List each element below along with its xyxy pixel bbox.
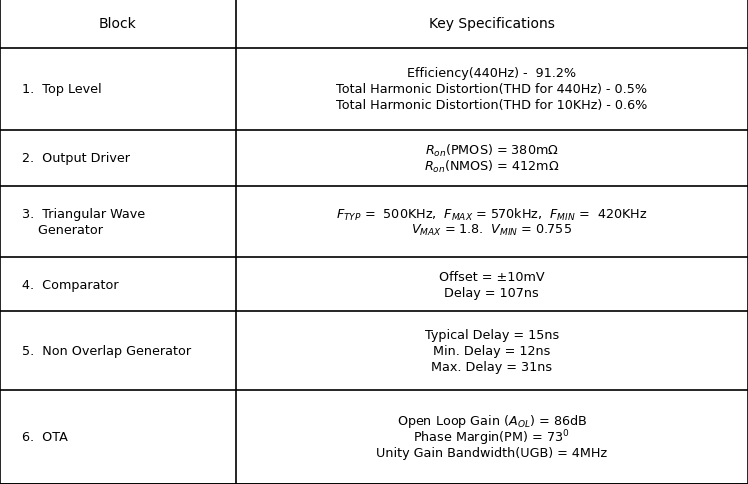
Text: 6.  OTA: 6. OTA xyxy=(22,431,68,443)
Text: Typical Delay = 15ns: Typical Delay = 15ns xyxy=(425,329,559,342)
Text: 4.  Comparator: 4. Comparator xyxy=(22,278,119,291)
Text: Min. Delay = 12ns: Min. Delay = 12ns xyxy=(433,345,551,358)
Text: Generator: Generator xyxy=(22,224,103,237)
Text: $R_{on}$(NMOS) = 412mΩ: $R_{on}$(NMOS) = 412mΩ xyxy=(424,159,560,175)
Text: 3.  Triangular Wave: 3. Triangular Wave xyxy=(22,208,146,221)
Text: 2.  Output Driver: 2. Output Driver xyxy=(22,152,130,165)
Text: Max. Delay = 31ns: Max. Delay = 31ns xyxy=(432,361,552,374)
Text: $V_{MAX}$ = 1.8.  $V_{MIN}$ = 0.755: $V_{MAX}$ = 1.8. $V_{MIN}$ = 0.755 xyxy=(411,223,572,238)
Text: Offset = ±10mV: Offset = ±10mV xyxy=(439,270,545,283)
Text: Open Loop Gain ($A_{OL}$) = 86dB: Open Loop Gain ($A_{OL}$) = 86dB xyxy=(396,413,587,430)
Text: Efficiency(440Hz) -  91.2%: Efficiency(440Hz) - 91.2% xyxy=(407,67,577,80)
Text: $F_{TYP}$ =  500KHz,  $F_{MAX}$ = 570kHz,  $F_{MIN}$ =  420KHz: $F_{TYP}$ = 500KHz, $F_{MAX}$ = 570kHz, … xyxy=(336,206,648,223)
Text: Phase Margin(PM) = 73$^{0}$: Phase Margin(PM) = 73$^{0}$ xyxy=(414,427,570,447)
Text: Key Specifications: Key Specifications xyxy=(429,17,555,31)
Text: Delay = 107ns: Delay = 107ns xyxy=(444,286,539,299)
Text: Block: Block xyxy=(99,17,137,31)
Text: Total Harmonic Distortion(THD for 10KHz) - 0.6%: Total Harmonic Distortion(THD for 10KHz)… xyxy=(336,99,648,112)
Text: Unity Gain Bandwidth(UGB) = 4MHz: Unity Gain Bandwidth(UGB) = 4MHz xyxy=(376,447,607,459)
Text: $R_{on}$(PMOS) = 380mΩ: $R_{on}$(PMOS) = 380mΩ xyxy=(425,143,559,159)
Text: Total Harmonic Distortion(THD for 440Hz) - 0.5%: Total Harmonic Distortion(THD for 440Hz)… xyxy=(337,83,647,96)
Text: 1.  Top Level: 1. Top Level xyxy=(22,83,102,96)
Text: 5.  Non Overlap Generator: 5. Non Overlap Generator xyxy=(22,345,191,358)
